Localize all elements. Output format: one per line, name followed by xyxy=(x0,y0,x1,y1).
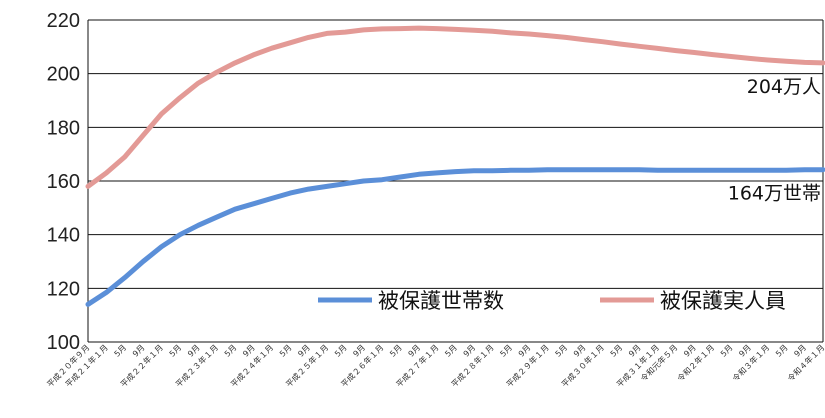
series-line-1 xyxy=(85,25,825,189)
x-tick-label: 5月 xyxy=(554,343,570,359)
x-tick-label: 5月 xyxy=(388,343,404,359)
y-tick-label: 220 xyxy=(47,10,80,32)
y-tick-label: 180 xyxy=(47,117,80,139)
x-tick-label: 5月 xyxy=(223,343,239,359)
legend: 被保護世帯数 被保護実人員 xyxy=(318,289,786,313)
x-tick-label: 5月 xyxy=(168,343,184,359)
end-label-1: 204万人 xyxy=(747,76,821,98)
x-tick-label: 5月 xyxy=(278,343,294,359)
x-tick-label: 5月 xyxy=(774,343,790,359)
y-axis-ticks: 100 120 140 160 180 200 220 xyxy=(47,10,80,354)
end-label-0: 164万世帯 xyxy=(728,183,821,205)
series-line-0 xyxy=(85,167,825,307)
x-tick-label: 5月 xyxy=(498,343,514,359)
y-tick-label: 160 xyxy=(47,171,80,193)
legend-label-1: 被保護実人員 xyxy=(660,289,786,313)
end-labels: 164万世帯 204万人 xyxy=(728,76,821,205)
y-tick-label: 140 xyxy=(47,225,80,247)
x-tick-label: 5月 xyxy=(609,343,625,359)
x-tick-label: 5月 xyxy=(443,343,459,359)
x-tick-label: 5月 xyxy=(333,343,349,359)
y-tick-label: 100 xyxy=(47,332,80,354)
y-tick-label: 120 xyxy=(47,278,80,300)
x-tick-label: 5月 xyxy=(113,343,129,359)
x-tick-label: 5月 xyxy=(719,343,735,359)
legend-label-0: 被保護世帯数 xyxy=(378,289,504,313)
series-lines xyxy=(85,25,825,307)
y-tick-label: 200 xyxy=(47,64,80,86)
